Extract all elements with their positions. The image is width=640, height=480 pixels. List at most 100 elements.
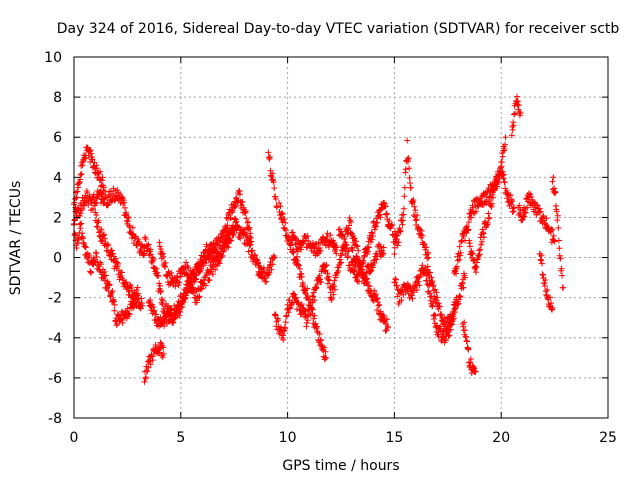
x-tick-label: 15 xyxy=(385,430,403,446)
data-point xyxy=(362,276,369,283)
data-point xyxy=(268,266,275,273)
data-point xyxy=(446,332,453,339)
data-point xyxy=(93,211,100,218)
data-point xyxy=(341,236,348,243)
y-tick-label: 4 xyxy=(53,170,62,186)
data-point xyxy=(168,269,175,276)
data-point xyxy=(425,254,432,261)
data-point xyxy=(365,248,372,255)
data-point xyxy=(149,357,156,364)
data-point xyxy=(323,262,330,269)
data-point xyxy=(145,364,152,371)
data-point xyxy=(468,370,475,377)
data-point xyxy=(368,229,375,236)
data-point xyxy=(220,247,227,254)
data-point xyxy=(343,242,350,249)
x-tick-label: 5 xyxy=(176,430,185,446)
data-point xyxy=(400,211,407,218)
data-point xyxy=(485,184,492,191)
data-point xyxy=(444,327,451,334)
data-point xyxy=(544,286,551,293)
data-point xyxy=(326,277,333,284)
data-point xyxy=(157,314,164,321)
data-point xyxy=(229,207,236,214)
data-point xyxy=(331,286,338,293)
data-point xyxy=(484,219,491,226)
data-point xyxy=(179,303,186,310)
data-point xyxy=(330,283,337,290)
data-point xyxy=(101,277,108,284)
data-point xyxy=(502,141,509,148)
data-point xyxy=(507,192,514,199)
data-point xyxy=(145,241,152,248)
data-point xyxy=(555,224,562,231)
data-point xyxy=(306,296,313,303)
chart-title: Day 324 of 2016, Sidereal Day-to-day VTE… xyxy=(57,21,620,37)
data-point xyxy=(150,256,157,263)
data-point xyxy=(168,306,175,313)
data-point xyxy=(524,204,531,211)
data-point xyxy=(230,231,237,238)
data-point xyxy=(500,171,507,178)
data-point xyxy=(333,244,340,251)
data-point xyxy=(117,191,124,198)
data-point xyxy=(339,231,346,238)
data-point xyxy=(98,226,105,233)
data-point xyxy=(522,209,529,216)
y-tick-label: 6 xyxy=(53,130,62,146)
data-point xyxy=(182,295,189,302)
data-point xyxy=(311,312,318,319)
data-point xyxy=(279,211,286,218)
data-point xyxy=(549,178,556,185)
data-point xyxy=(464,338,471,345)
data-point xyxy=(76,212,83,219)
y-tick-label: 8 xyxy=(53,90,62,106)
data-point xyxy=(298,301,305,308)
data-point xyxy=(197,286,204,293)
data-point xyxy=(513,98,520,105)
data-point xyxy=(441,314,448,321)
data-point xyxy=(554,217,561,224)
data-point xyxy=(486,214,493,221)
data-point xyxy=(502,134,509,141)
data-point xyxy=(373,256,380,263)
data-point xyxy=(427,269,434,276)
data-point xyxy=(84,189,91,196)
data-point xyxy=(276,199,283,206)
data-point xyxy=(414,212,421,219)
data-point xyxy=(290,249,297,256)
data-point xyxy=(348,219,355,226)
data-point xyxy=(81,199,88,206)
data-point xyxy=(509,198,516,205)
data-point xyxy=(358,266,365,273)
data-point xyxy=(272,196,279,203)
data-point xyxy=(457,249,464,256)
data-point xyxy=(511,111,518,118)
data-point xyxy=(494,179,501,186)
data-point xyxy=(275,317,282,324)
data-point xyxy=(294,248,301,255)
data-point xyxy=(209,263,216,270)
data-point xyxy=(156,243,163,250)
data-point xyxy=(242,231,249,238)
data-point xyxy=(160,253,167,260)
data-point xyxy=(478,238,485,245)
data-point xyxy=(192,276,199,283)
data-point xyxy=(368,288,375,295)
data-point xyxy=(538,252,545,259)
data-point xyxy=(82,155,89,162)
data-point xyxy=(389,221,396,228)
data-point xyxy=(108,289,115,296)
data-point xyxy=(106,281,113,288)
data-point xyxy=(76,221,83,228)
data-point xyxy=(215,259,222,266)
data-point xyxy=(241,240,248,247)
data-point xyxy=(123,279,130,286)
data-point xyxy=(308,306,315,313)
data-point xyxy=(489,200,496,207)
data-point xyxy=(548,300,555,307)
data-point xyxy=(537,208,544,215)
data-point xyxy=(202,282,209,289)
data-point xyxy=(109,250,116,257)
data-point xyxy=(438,311,445,318)
